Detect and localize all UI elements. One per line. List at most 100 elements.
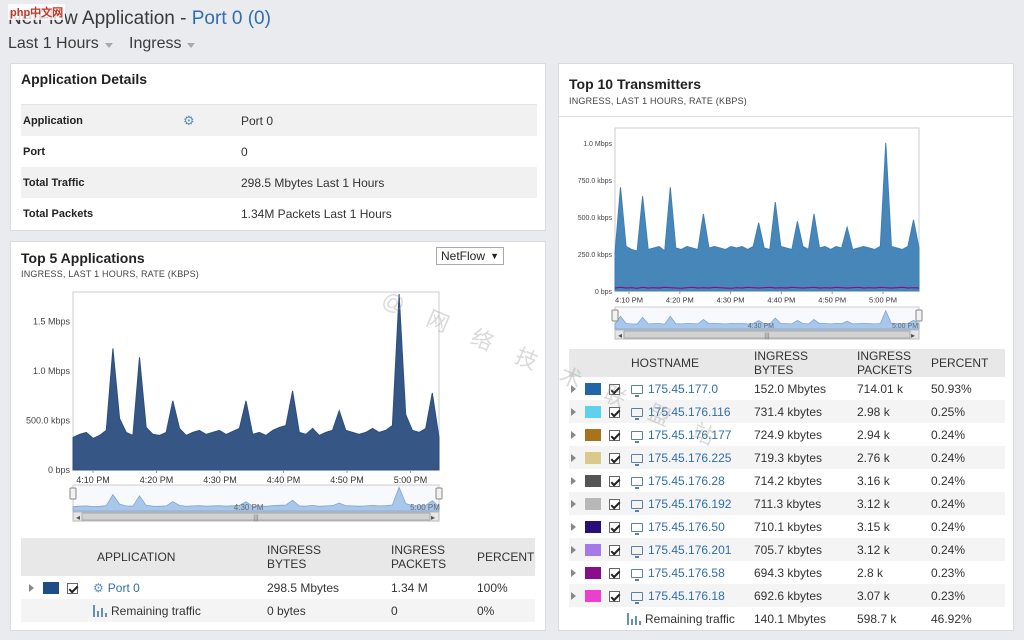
application-link[interactable]: Port 0: [107, 580, 140, 595]
ingress-packets-cell: 2.8 k: [857, 561, 931, 584]
expand-icon[interactable]: [571, 384, 576, 393]
x-tick-label: 4:40 PM: [267, 475, 301, 485]
expand-icon[interactable]: [29, 583, 34, 592]
details-label: Total Packets: [23, 207, 94, 220]
scroll-left-icon[interactable]: ◂: [618, 331, 622, 340]
expand-icon[interactable]: [571, 522, 576, 531]
row-checkbox[interactable]: [609, 406, 620, 418]
expand-icon[interactable]: [571, 591, 576, 600]
hostname-link[interactable]: 175.45.176.116: [648, 404, 731, 419]
details-value: 298.5 Mbytes Last 1 Hours: [241, 175, 385, 190]
expand-icon[interactable]: [571, 453, 576, 462]
series-line[interactable]: [614, 286, 920, 289]
hostname-link[interactable]: 175.45.176.177: [648, 427, 732, 442]
percent-cell: 0.23%: [931, 584, 1005, 607]
top5-subtitle: INGRESS, LAST 1 HOURS, RATE (KBPS): [21, 269, 200, 279]
table-row[interactable]: 175.45.176.116 731.4 kbytes 2.98 k 0.25%: [569, 400, 1005, 423]
col-percent[interactable]: PERCENT: [477, 538, 535, 576]
expand-icon[interactable]: [571, 407, 576, 416]
details-row-total-packets: Total Packets 1.34M Packets Last 1 Hours: [21, 198, 537, 229]
hostname-link[interactable]: 175.45.176.201: [648, 542, 732, 557]
scrollbar-thumb[interactable]: [623, 330, 911, 339]
hostname-link[interactable]: 175.45.176.18: [648, 588, 725, 603]
table-row[interactable]: 175.45.176.192 711.3 kbytes 3.12 k 0.24%: [569, 492, 1005, 515]
scroll-left-icon[interactable]: ◂: [76, 513, 80, 522]
table-row[interactable]: ⚙ Port 0 298.5 Mbytes 1.34 M 100%: [21, 576, 535, 599]
direction-filter-dropdown[interactable]: Ingress: [129, 35, 196, 53]
row-checkbox[interactable]: [67, 582, 78, 594]
expand-icon[interactable]: [571, 430, 576, 439]
source-select[interactable]: NetFlow ▼: [436, 247, 504, 265]
scroll-right-icon[interactable]: ▸: [431, 513, 435, 522]
series-color-swatch: [585, 498, 601, 511]
scroll-grip-icon: |||: [253, 515, 259, 522]
monitor-icon: [631, 499, 643, 512]
table-row[interactable]: 175.45.176.28 714.2 kbytes 3.16 k 0.24%: [569, 469, 1005, 492]
x-tick-label: 4:20 PM: [140, 475, 174, 485]
hostname-link[interactable]: 175.45.177.0: [648, 381, 719, 396]
hostname-link[interactable]: 175.45.176.50: [648, 519, 725, 534]
series-color-swatch: [585, 544, 601, 557]
expand-icon[interactable]: [571, 568, 576, 577]
details-table: Application ⚙ Port 0 Port 0 Total Traffi…: [21, 104, 537, 229]
page-header: NetFlow Application - Port 0 (0) php中文网 …: [8, 4, 1018, 62]
hostname-link[interactable]: 175.45.176.28: [648, 473, 725, 488]
col-percent[interactable]: PERCENT: [931, 349, 1005, 377]
y-tick-label: 750.0 kbps: [578, 178, 613, 185]
col-ingress-bytes[interactable]: INGRESS BYTES: [754, 349, 857, 377]
series-area[interactable]: [614, 142, 920, 292]
hostname-link[interactable]: 175.45.176.225: [648, 450, 732, 465]
row-checkbox[interactable]: [609, 429, 620, 441]
monitor-icon: [631, 545, 643, 558]
row-checkbox[interactable]: [609, 452, 620, 464]
percent-cell: 46.92%: [931, 607, 1005, 630]
expand-icon[interactable]: [571, 499, 576, 508]
row-checkbox[interactable]: [609, 567, 620, 579]
hostname-link[interactable]: 175.45.176.192: [648, 496, 732, 511]
row-checkbox[interactable]: [609, 544, 620, 556]
row-checkbox[interactable]: [609, 383, 620, 395]
chart-icon: [627, 613, 641, 626]
chevron-down-icon: [104, 43, 113, 48]
table-row[interactable]: 175.45.176.18 692.6 kbytes 3.07 k 0.23%: [569, 584, 1005, 607]
row-checkbox[interactable]: [609, 521, 620, 533]
navigator-handle[interactable]: [611, 309, 619, 322]
col-hostname[interactable]: HOSTNAME: [627, 349, 754, 377]
expand-icon[interactable]: [571, 476, 576, 485]
row-checkbox[interactable]: [609, 475, 620, 487]
navigator-handle[interactable]: [69, 487, 77, 500]
series-color-swatch: [585, 406, 601, 419]
table-row[interactable]: 175.45.177.0 152.0 Mbytes 714.01 k 50.93%: [569, 377, 1005, 400]
table-row[interactable]: 175.45.176.50 710.1 kbytes 3.15 k 0.24%: [569, 515, 1005, 538]
series-area[interactable]: [72, 293, 440, 471]
navigator-handle[interactable]: [915, 309, 923, 322]
scrollbar-thumb[interactable]: [81, 512, 431, 521]
col-ingress-packets[interactable]: INGRESS PACKETS: [857, 349, 931, 377]
table-row[interactable]: 175.45.176.201 705.7 kbytes 3.12 k 0.24%: [569, 538, 1005, 561]
scroll-right-icon[interactable]: ▸: [911, 331, 915, 340]
remaining-label: Remaining traffic: [111, 603, 201, 618]
top10-chart[interactable]: 0 bps 250.0 kbps 500.0 kbps 750.0 kbps 1.0 M…: [559, 124, 1013, 344]
table-row[interactable]: 175.45.176.225 719.3 kbytes 2.76 k 0.24%: [569, 446, 1005, 469]
gear-icon[interactable]: ⚙: [183, 112, 195, 128]
expand-icon[interactable]: [571, 545, 576, 554]
percent-cell: 0.24%: [931, 423, 1005, 446]
row-checkbox[interactable]: [609, 498, 620, 510]
col-ingress-packets[interactable]: INGRESS PACKETS: [391, 538, 477, 576]
table-row[interactable]: 175.45.176.58 694.3 kbytes 2.8 k 0.23%: [569, 561, 1005, 584]
monitor-icon: [631, 591, 643, 604]
col-application[interactable]: APPLICATION: [87, 538, 267, 576]
time-filter-dropdown[interactable]: Last 1 Hours: [8, 35, 113, 53]
series-color-swatch: [585, 590, 601, 603]
y-tick-label: 0 bps: [595, 289, 613, 296]
col-ingress-bytes[interactable]: INGRESS BYTES: [267, 538, 391, 576]
navigator-handle[interactable]: [435, 487, 443, 500]
row-checkbox[interactable]: [609, 590, 620, 602]
gear-icon[interactable]: ⚙: [93, 580, 104, 595]
top5-chart[interactable]: 0 bps 500.0 kbps 1.0 Mbps 1.5 Mbps 4:10 PM 4:…: [11, 282, 545, 532]
title-port-link[interactable]: Port 0 (0): [191, 8, 271, 29]
details-label: Application: [23, 114, 83, 127]
table-row[interactable]: 175.45.176.177 724.9 kbytes 2.94 k 0.24%: [569, 423, 1005, 446]
hostname-link[interactable]: 175.45.176.58: [648, 565, 725, 580]
ingress-bytes-cell: 694.3 kbytes: [754, 561, 857, 584]
